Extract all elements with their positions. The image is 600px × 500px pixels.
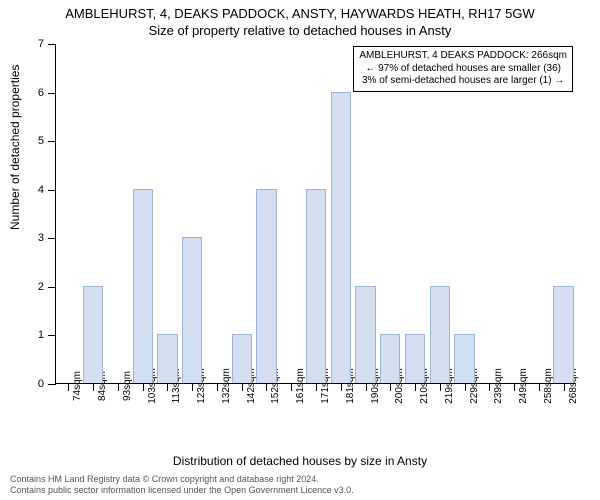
x-tick bbox=[539, 383, 540, 391]
x-tick bbox=[118, 383, 119, 391]
bar bbox=[256, 189, 276, 383]
annotation-box: AMBLEHURST, 4 DEAKS PADDOCK: 266sqm ← 97… bbox=[353, 46, 573, 92]
x-tick bbox=[415, 383, 416, 391]
y-tick-label: 1 bbox=[30, 329, 44, 341]
x-tick bbox=[217, 383, 218, 391]
footer-line2: Contains public sector information licen… bbox=[10, 485, 354, 496]
bar bbox=[380, 334, 400, 383]
x-tick bbox=[242, 383, 243, 391]
y-tick-label: 3 bbox=[30, 232, 44, 244]
x-axis-label: Distribution of detached houses by size … bbox=[0, 454, 600, 468]
y-axis-label: Number of detached properties bbox=[8, 65, 22, 230]
y-tick bbox=[48, 384, 56, 385]
y-tick-label: 5 bbox=[30, 135, 44, 147]
x-tick-label: 239sqm bbox=[493, 368, 504, 404]
x-tick bbox=[167, 383, 168, 391]
x-tick bbox=[366, 383, 367, 391]
x-tick bbox=[68, 383, 69, 391]
x-tick-label: 132sqm bbox=[221, 368, 232, 404]
y-tick bbox=[48, 190, 56, 191]
bar bbox=[232, 334, 252, 383]
footer-text: Contains HM Land Registry data © Crown c… bbox=[10, 474, 354, 496]
x-tick bbox=[440, 383, 441, 391]
y-tick-label: 6 bbox=[30, 87, 44, 99]
x-tick bbox=[143, 383, 144, 391]
x-tick bbox=[390, 383, 391, 391]
bar bbox=[553, 286, 573, 383]
x-tick bbox=[93, 383, 94, 391]
x-tick bbox=[514, 383, 515, 391]
bar bbox=[331, 92, 351, 383]
bar bbox=[405, 334, 425, 383]
y-tick bbox=[48, 141, 56, 142]
x-tick bbox=[465, 383, 466, 391]
annotation-line1: AMBLEHURST, 4 DEAKS PADDOCK: 266sqm bbox=[359, 50, 567, 63]
x-tick bbox=[489, 383, 490, 391]
bar bbox=[454, 334, 474, 383]
bar bbox=[83, 286, 103, 383]
x-tick-label: 249sqm bbox=[518, 368, 529, 404]
chart-title-line2: Size of property relative to detached ho… bbox=[0, 21, 600, 38]
bar bbox=[306, 189, 326, 383]
y-tick-label: 0 bbox=[30, 378, 44, 390]
x-tick bbox=[192, 383, 193, 391]
y-tick bbox=[48, 238, 56, 239]
annotation-line2: ← 97% of detached houses are smaller (36… bbox=[359, 63, 567, 76]
y-tick-label: 2 bbox=[30, 281, 44, 293]
x-tick-label: 258sqm bbox=[543, 368, 554, 404]
plot-area: AMBLEHURST, 4 DEAKS PADDOCK: 266sqm ← 97… bbox=[55, 44, 575, 384]
bar bbox=[182, 237, 202, 383]
x-tick bbox=[564, 383, 565, 391]
chart-title-line1: AMBLEHURST, 4, DEAKS PADDOCK, ANSTY, HAY… bbox=[0, 0, 600, 21]
x-tick bbox=[316, 383, 317, 391]
y-tick bbox=[48, 287, 56, 288]
bar bbox=[157, 334, 177, 383]
x-tick-label: 161sqm bbox=[295, 368, 306, 404]
bar bbox=[430, 286, 450, 383]
annotation-line3: 3% of semi-detached houses are larger (1… bbox=[359, 75, 567, 88]
chart-container: AMBLEHURST, 4, DEAKS PADDOCK, ANSTY, HAY… bbox=[0, 0, 600, 500]
y-tick-label: 4 bbox=[30, 184, 44, 196]
x-tick-label: 93sqm bbox=[122, 371, 133, 401]
x-tick-label: 74sqm bbox=[72, 371, 83, 401]
y-tick-label: 7 bbox=[30, 38, 44, 50]
x-tick bbox=[341, 383, 342, 391]
footer-line1: Contains HM Land Registry data © Crown c… bbox=[10, 474, 354, 485]
y-tick bbox=[48, 93, 56, 94]
x-tick bbox=[291, 383, 292, 391]
bar bbox=[355, 286, 375, 383]
y-tick bbox=[48, 44, 56, 45]
x-tick bbox=[266, 383, 267, 391]
bar bbox=[133, 189, 153, 383]
plot-wrap: AMBLEHURST, 4 DEAKS PADDOCK: 266sqm ← 97… bbox=[55, 44, 575, 414]
y-tick bbox=[48, 335, 56, 336]
